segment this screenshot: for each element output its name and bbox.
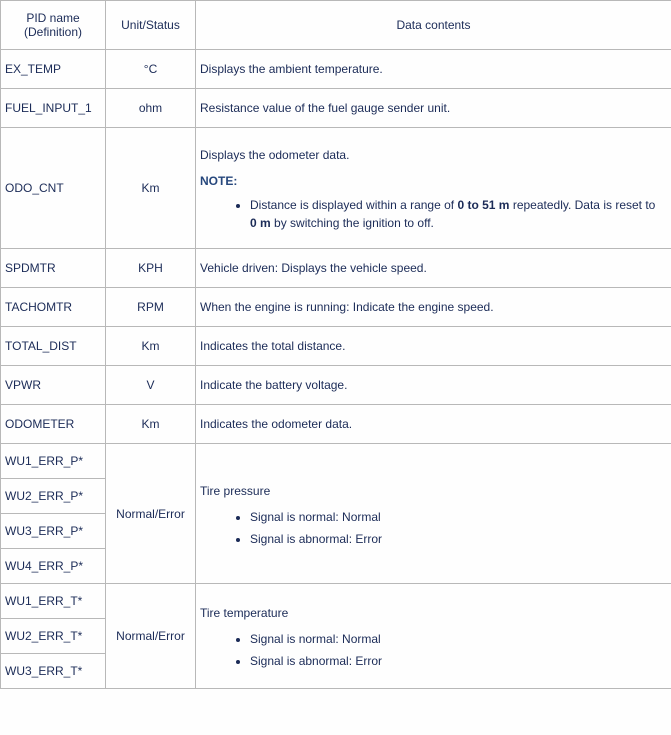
note-text: repeatedly. Data is reset to bbox=[509, 198, 655, 212]
col-header-desc: Data contents bbox=[196, 1, 671, 50]
desc-cell: Resistance value of the fuel gauge sende… bbox=[196, 89, 671, 128]
desc-lead: Tire pressure bbox=[200, 482, 665, 500]
table-row: ODOMETER Km Indicates the odometer data. bbox=[1, 405, 671, 444]
unit-cell: KPH bbox=[106, 249, 196, 288]
pid-cell: WU3_ERR_P* bbox=[1, 514, 106, 549]
pid-cell: WU1_ERR_T* bbox=[1, 584, 106, 619]
pid-cell: TOTAL_DIST bbox=[1, 327, 106, 366]
unit-cell: ohm bbox=[106, 89, 196, 128]
unit-cell: Km bbox=[106, 128, 196, 249]
table-row: WU1_ERR_T* Normal/Error Tire temperature… bbox=[1, 584, 671, 619]
unit-cell: Normal/Error bbox=[106, 584, 196, 689]
desc-list: Signal is normal: Normal Signal is abnor… bbox=[200, 630, 665, 670]
pid-cell: ODOMETER bbox=[1, 405, 106, 444]
pid-cell: ODO_CNT bbox=[1, 128, 106, 249]
pid-cell: SPDMTR bbox=[1, 249, 106, 288]
desc-cell: Displays the ambient temperature. bbox=[196, 50, 671, 89]
pid-cell: VPWR bbox=[1, 366, 106, 405]
table-row: ODO_CNT Km Displays the odometer data. N… bbox=[1, 128, 671, 249]
table-row: SPDMTR KPH Vehicle driven: Displays the … bbox=[1, 249, 671, 288]
pid-cell: WU2_ERR_T* bbox=[1, 619, 106, 654]
pid-cell: WU2_ERR_P* bbox=[1, 479, 106, 514]
col-header-unit: Unit/Status bbox=[106, 1, 196, 50]
desc-cell: Tire temperature Signal is normal: Norma… bbox=[196, 584, 671, 689]
unit-cell: Normal/Error bbox=[106, 444, 196, 584]
note-item: Distance is displayed within a range of … bbox=[250, 196, 665, 232]
list-item: Signal is normal: Normal bbox=[250, 508, 665, 526]
pid-cell: TACHOMTR bbox=[1, 288, 106, 327]
desc-cell: Indicates the odometer data. bbox=[196, 405, 671, 444]
unit-cell: Km bbox=[106, 327, 196, 366]
note-text: by switching the ignition to off. bbox=[271, 216, 434, 230]
desc-list: Signal is normal: Normal Signal is abnor… bbox=[200, 508, 665, 548]
table-row: FUEL_INPUT_1 ohm Resistance value of the… bbox=[1, 89, 671, 128]
pid-cell: WU1_ERR_P* bbox=[1, 444, 106, 479]
desc-cell: Vehicle driven: Displays the vehicle spe… bbox=[196, 249, 671, 288]
desc-cell: Indicates the total distance. bbox=[196, 327, 671, 366]
table-header-row: PID name (Definition) Unit/Status Data c… bbox=[1, 1, 671, 50]
table-row: TOTAL_DIST Km Indicates the total distan… bbox=[1, 327, 671, 366]
col-header-pid: PID name (Definition) bbox=[1, 1, 106, 50]
list-item: Signal is abnormal: Error bbox=[250, 530, 665, 548]
desc-cell: Indicate the battery voltage. bbox=[196, 366, 671, 405]
pid-cell: FUEL_INPUT_1 bbox=[1, 89, 106, 128]
note-bold: 0 to 51 m bbox=[457, 198, 509, 212]
unit-cell: RPM bbox=[106, 288, 196, 327]
list-item: Signal is normal: Normal bbox=[250, 630, 665, 648]
unit-cell: °C bbox=[106, 50, 196, 89]
pid-cell: WU3_ERR_T* bbox=[1, 654, 106, 689]
pid-cell: EX_TEMP bbox=[1, 50, 106, 89]
desc-cell: Tire pressure Signal is normal: Normal S… bbox=[196, 444, 671, 584]
desc-cell: Displays the odometer data. NOTE: Distan… bbox=[196, 128, 671, 249]
unit-cell: Km bbox=[106, 405, 196, 444]
unit-cell: V bbox=[106, 366, 196, 405]
note-list: Distance is displayed within a range of … bbox=[200, 196, 665, 232]
pid-cell: WU4_ERR_P* bbox=[1, 549, 106, 584]
note-label: NOTE: bbox=[200, 172, 665, 190]
desc-lead: Displays the odometer data. bbox=[200, 146, 665, 164]
pid-table: PID name (Definition) Unit/Status Data c… bbox=[0, 0, 671, 689]
list-item: Signal is abnormal: Error bbox=[250, 652, 665, 670]
note-text: Distance is displayed within a range of bbox=[250, 198, 457, 212]
desc-cell: When the engine is running: Indicate the… bbox=[196, 288, 671, 327]
table-row: WU1_ERR_P* Normal/Error Tire pressure Si… bbox=[1, 444, 671, 479]
table-row: VPWR V Indicate the battery voltage. bbox=[1, 366, 671, 405]
desc-lead: Tire temperature bbox=[200, 604, 665, 622]
table-row: TACHOMTR RPM When the engine is running:… bbox=[1, 288, 671, 327]
note-bold: 0 m bbox=[250, 216, 271, 230]
table-row: EX_TEMP °C Displays the ambient temperat… bbox=[1, 50, 671, 89]
